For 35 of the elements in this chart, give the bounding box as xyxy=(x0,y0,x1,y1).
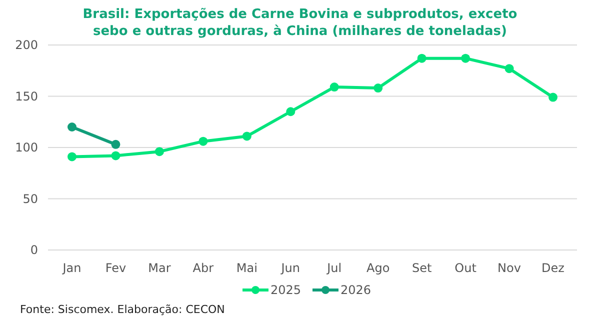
point xyxy=(68,152,76,162)
point xyxy=(330,82,339,92)
x-tick-label: Fev xyxy=(105,261,126,275)
point xyxy=(461,54,470,63)
x-tick-label: Dez xyxy=(542,261,564,275)
y-tick-label: 50 xyxy=(22,192,38,206)
point xyxy=(504,64,514,74)
x-tick-label: Jul xyxy=(326,261,342,275)
y-tick-label: 200 xyxy=(15,38,38,52)
legend-label: 2025 xyxy=(270,283,302,298)
x-tick-label: Ago xyxy=(366,261,390,275)
point xyxy=(374,84,383,93)
y-tick-label: 100 xyxy=(15,140,38,155)
x-tick-label: Mai xyxy=(236,261,258,275)
point xyxy=(111,140,120,149)
point xyxy=(242,132,252,141)
x-tick-label: Abr xyxy=(192,261,214,275)
x-tick-label: Out xyxy=(454,261,477,275)
source-note: Fonte: Siscomex. Elaboração: CECON xyxy=(20,303,225,316)
point xyxy=(154,147,164,156)
legend-label: 2026 xyxy=(340,283,372,298)
point xyxy=(198,136,208,146)
point xyxy=(68,122,76,132)
x-tick-label: Nov xyxy=(498,261,521,275)
x-tick-label: Jan xyxy=(62,261,82,275)
y-tick-label: 150 xyxy=(15,89,38,104)
point xyxy=(286,107,296,116)
chart-title: Brasil: Exportações de Carne Bovina e subprodutos, exceto sebo e outras gorduras, à China (milhares de toneladas) xyxy=(82,7,518,39)
x-tick-label: Mar xyxy=(148,261,171,275)
point xyxy=(111,151,120,160)
x-tick-label: Jun xyxy=(280,261,300,275)
point xyxy=(548,92,558,102)
point xyxy=(417,54,426,63)
y-tick-label: 0 xyxy=(30,243,38,258)
x-tick-label: Set xyxy=(412,261,432,275)
